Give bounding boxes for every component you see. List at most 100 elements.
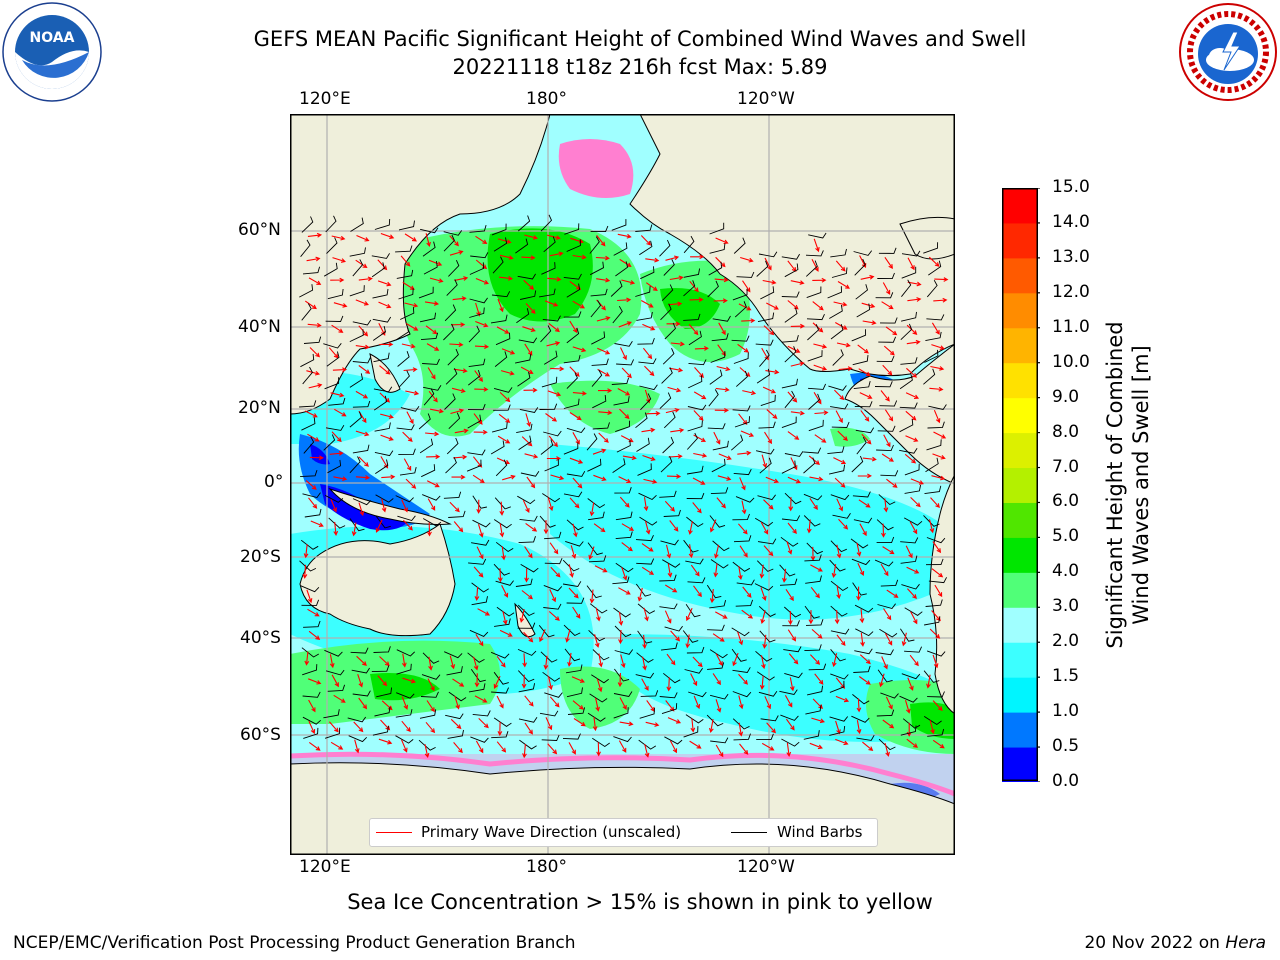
wind-barb [899,374,913,390]
wave-direction-arrow [619,697,627,711]
wave-direction-arrow [857,344,869,354]
wave-direction-arrow [354,739,360,754]
wave-direction-arrow [475,740,484,754]
wind-barb [759,457,772,474]
wave-direction-arrow [690,564,700,577]
wave-direction-arrow [622,455,637,461]
wave-direction-arrow [862,456,877,462]
wave-direction-arrow [329,654,335,669]
wave-direction-arrow [859,654,871,665]
wind-barb [616,439,631,453]
colorbar-tick-label: 10.0 [1052,351,1090,372]
wind-barb [709,693,729,700]
wave-direction-arrow [718,322,726,336]
wave-direction-arrow [571,676,585,683]
wind-barb [563,354,581,364]
wind-barb [899,402,918,409]
wave-direction-arrow [473,566,484,578]
wave-direction-arrow [713,298,728,304]
wave-direction-arrow [809,476,824,482]
wind-barb [707,423,726,430]
wind-barb [494,351,508,367]
wave-direction-arrow [426,343,440,351]
wave-direction-arrow [567,652,572,667]
svg-text:NOAA: NOAA [30,30,75,46]
wave-direction-arrow [309,347,321,358]
wind-barb [659,574,677,582]
wind-barb [688,359,707,366]
wind-barb [589,236,600,254]
nws-logo [1179,3,1277,101]
wind-barb [662,436,675,454]
wind-barb [398,288,414,300]
wind-barb [517,648,537,656]
wind-barb [878,247,897,254]
wave-direction-arrow [788,610,793,626]
wind-barb [538,625,555,638]
wave-direction-arrow [522,499,530,514]
colorbar-bin [1002,537,1038,573]
wind-barb [515,578,533,587]
wave-direction-arrow [452,296,467,301]
wind-barb [612,458,626,473]
wave-direction-arrow [690,673,698,687]
wave-direction-arrow [475,634,484,647]
wind-barb [396,663,412,675]
wave-direction-arrow [738,695,744,710]
wind-barb [302,716,321,725]
wind-barb [566,470,586,477]
wave-direction-arrow [861,302,876,309]
wave-direction-arrow [709,519,717,533]
wave-direction-arrow [617,388,631,396]
wave-direction-arrow [859,392,873,399]
wave-direction-arrow [664,500,675,512]
wave-direction-arrow [737,631,744,646]
wind-barbs-and-wave-directions [299,214,949,759]
wave-direction-arrow [741,500,747,515]
wave-direction-arrow [404,233,417,242]
wind-barb [590,300,602,318]
wind-barb [830,323,844,340]
colorbar-tick-label: 11.0 [1052,316,1090,337]
wave-direction-arrow [786,742,792,758]
wind-barb [588,511,605,521]
wave-direction-arrow [333,694,346,703]
colorbar-tick-label: 8.0 [1052,421,1080,442]
wave-direction-arrow [524,453,539,459]
wave-direction-arrow [742,390,757,396]
wave-direction-arrow [692,656,703,668]
wind-barb [732,691,752,698]
wave-direction-arrow [621,523,635,531]
wind-barb [663,411,676,429]
wave-direction-arrow [378,738,393,745]
wave-direction-arrow [377,280,392,287]
wind-barb [491,291,511,298]
wave-direction-arrow [425,233,431,248]
wind-barb [590,225,609,233]
wave-direction-arrow [355,259,368,269]
wave-direction-arrow [713,431,721,445]
wind-barb [853,665,871,673]
wind-barb [850,538,869,549]
wave-direction-arrow [836,634,846,647]
wave-direction-arrow [572,254,587,260]
wind-barb [637,630,653,644]
wave-direction-arrow [670,427,685,433]
wind-barb [470,252,489,259]
wave-direction-arrow [305,480,317,490]
wave-direction-arrow [666,653,676,666]
wave-direction-arrow [375,519,383,533]
wind-barb [592,395,607,409]
wind-barb [517,495,536,505]
wind-barb [876,355,895,363]
wave-direction-arrow [669,520,679,532]
wave-direction-arrow [759,564,765,579]
wind-barb [494,497,511,510]
lon-label-top-180: 180° [526,89,567,109]
wind-barb [470,669,486,683]
wind-barb [706,714,724,727]
wind-barb [493,237,508,252]
wind-barb [422,358,440,365]
wind-barb [420,691,439,698]
wave-direction-arrow [524,234,539,240]
